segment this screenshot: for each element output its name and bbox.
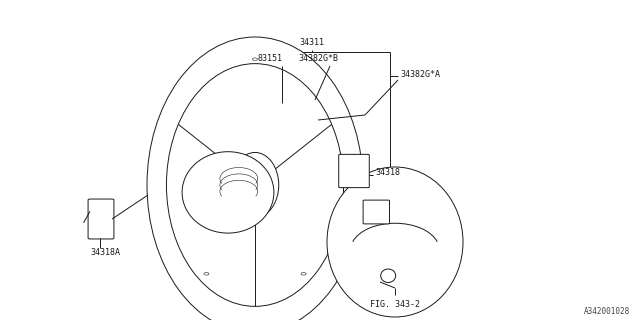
Text: FIG. 343-2: FIG. 343-2 [370, 300, 420, 309]
Text: A342001028: A342001028 [584, 307, 630, 316]
FancyBboxPatch shape [363, 200, 390, 224]
FancyBboxPatch shape [339, 154, 369, 188]
Text: 83151: 83151 [258, 54, 283, 63]
Text: 34311: 34311 [300, 38, 324, 47]
Ellipse shape [182, 152, 274, 233]
FancyBboxPatch shape [88, 199, 114, 239]
Text: 34318A: 34318A [90, 248, 120, 257]
Text: 34382G*B: 34382G*B [298, 54, 338, 63]
Ellipse shape [381, 269, 396, 283]
Ellipse shape [231, 152, 279, 218]
Text: 34382G*A: 34382G*A [400, 70, 440, 79]
Ellipse shape [166, 64, 344, 306]
Ellipse shape [147, 37, 363, 320]
Ellipse shape [301, 273, 306, 275]
Ellipse shape [252, 58, 257, 60]
Ellipse shape [327, 167, 463, 317]
Ellipse shape [204, 273, 209, 275]
Text: 34318: 34318 [375, 168, 400, 177]
